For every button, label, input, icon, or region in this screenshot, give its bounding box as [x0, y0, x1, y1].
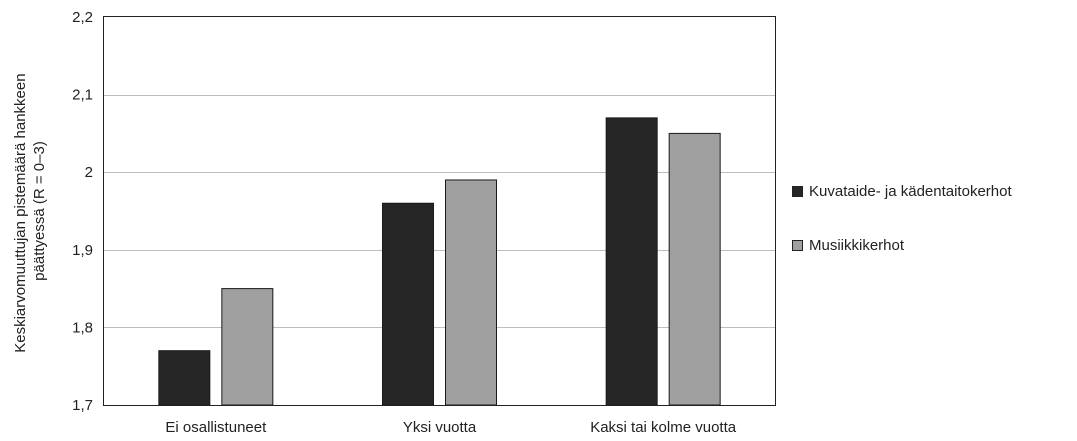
plot-frame: [103, 16, 776, 406]
legend: Kuvataide- ja kädentaitokerhot Musiikkik…: [792, 181, 1012, 289]
y-tick-label: 2,1: [72, 87, 93, 104]
legend-label: Musiikkikerhot: [809, 236, 905, 254]
y-axis-title: Keskiarvomuuttujan pistemäärä hankkeen p…: [12, 69, 48, 353]
y-tick-label: 1,8: [72, 319, 93, 336]
y-axis-title-line-1: Keskiarvomuuttujan pistemäärä hankkeen: [12, 73, 29, 352]
bar: [221, 288, 274, 406]
y-axis-title-line-2: päättyessä (R = 0–3): [31, 141, 48, 281]
x-tick-label: Ei osallistuneet: [165, 419, 267, 436]
y-tick-label: 2,2: [72, 9, 93, 26]
legend-swatch: [792, 185, 803, 197]
y-tick-label: 2: [85, 164, 93, 181]
bars: [158, 117, 721, 406]
x-tick-label: Yksi vuotta: [403, 419, 477, 436]
legend-item: Musiikkikerhot: [792, 235, 1012, 255]
bar: [668, 132, 721, 406]
bar: [382, 202, 434, 406]
legend-swatch: [792, 239, 803, 251]
bar: [158, 350, 211, 406]
x-axis-ticks: Ei osallistuneet Yksi vuotta Kaksi tai kol…: [165, 419, 736, 436]
y-tick-label: 1,7: [72, 397, 93, 414]
legend-item: Kuvataide- ja kädentaitokerhot: [792, 181, 1012, 201]
y-axis-ticks: 1,7 1,8 1,9 2 2,1 2,2: [72, 9, 93, 414]
bar: [445, 179, 497, 406]
x-tick-label: Kaksi tai kolme vuotta: [590, 419, 737, 436]
gridlines: [104, 95, 775, 328]
y-tick-label: 1,9: [72, 242, 93, 259]
bar: [605, 117, 658, 406]
legend-label: Kuvataide- ja kädentaitokerhot: [809, 182, 1012, 200]
